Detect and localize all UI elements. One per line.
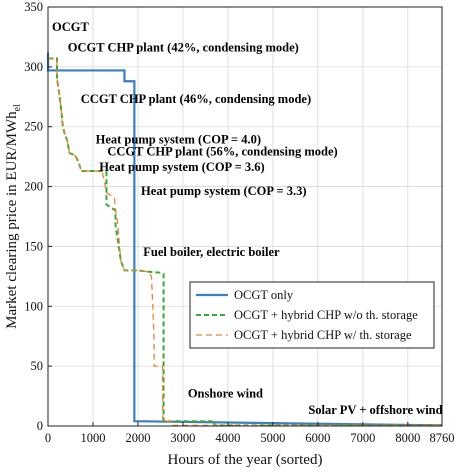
y-tick-label: 200: [24, 180, 43, 194]
annotation-label: Onshore wind: [188, 386, 263, 400]
legend-label: OCGT + hybrid CHP w/ th. storage: [234, 328, 412, 342]
series-line-3: [48, 57, 442, 427]
annotation-label: Heat pump system (COP = 4.0): [96, 132, 261, 146]
y-tick-label: 50: [31, 359, 44, 373]
x-tick-label: 7000: [350, 431, 375, 445]
legend-label: OCGT only: [234, 288, 294, 302]
axis-ticks: 0 1000 2000 3000 4000 5000 6000 7000 8000 8760 0 50…: [24, 0, 454, 445]
x-tick-label: 5000: [260, 431, 285, 445]
x-tick-label: 1000: [80, 431, 105, 445]
plot-background: [48, 7, 442, 426]
y-axis-title-main: Market clearing price in EUR/MWh: [4, 111, 20, 329]
y-axis-title-subscript: el: [12, 104, 23, 111]
x-tick-label: 8760: [430, 431, 455, 445]
y-axis-title: Market clearing price in EUR/MWhel: [4, 104, 23, 329]
y-tick-label: 350: [24, 0, 43, 14]
legend-label: OCGT + hybrid CHP w/o th. storage: [234, 308, 418, 322]
series-line-1: [46, 52, 443, 427]
annotation-label: Heat pump system (COP = 3.6): [99, 160, 264, 174]
y-tick-label: 100: [24, 299, 43, 313]
x-tick-label: 6000: [305, 431, 330, 445]
y-tick-label: 250: [24, 120, 43, 134]
x-tick-label: 3000: [170, 431, 195, 445]
x-tick-label: 2000: [125, 431, 150, 445]
annotation-label: OCGT: [52, 20, 89, 34]
annotation-label: OCGT CHP plant (42%, condensing mode): [68, 40, 299, 54]
legend-box: [189, 281, 435, 349]
legend: OCGT only OCGT + hybrid CHP w/o th. stora…: [189, 281, 435, 349]
annotation-label: Heat pump system (COP = 3.3): [141, 184, 306, 198]
annotation-label: CCGT CHP plant (56%, condensing mode): [107, 144, 337, 158]
x-tick-label: 8000: [395, 431, 420, 445]
x-tick-label: 0: [45, 431, 51, 445]
series-lines: [46, 52, 443, 427]
annotation-label: Solar PV + offshore wind: [308, 403, 442, 417]
x-tick-label: 4000: [215, 431, 240, 445]
y-tick-label: 0: [37, 419, 43, 433]
x-axis-title: Hours of the year (sorted): [168, 452, 323, 468]
y-tick-label: 150: [24, 239, 43, 253]
y-tick-label: 300: [24, 60, 43, 74]
annotations: OCGT OCGT CHP plant (42%, condensing mode…: [52, 20, 443, 417]
annotation-label: Fuel boiler, electric boiler: [143, 245, 280, 259]
annotation-label: CCGT CHP plant (46%, condensing mode): [81, 92, 311, 106]
plot-frame: [47, 6, 443, 427]
